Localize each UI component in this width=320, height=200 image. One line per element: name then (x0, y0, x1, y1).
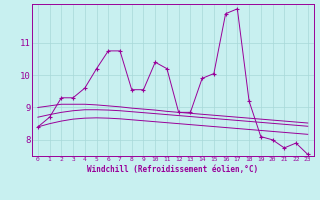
X-axis label: Windchill (Refroidissement éolien,°C): Windchill (Refroidissement éolien,°C) (87, 165, 258, 174)
